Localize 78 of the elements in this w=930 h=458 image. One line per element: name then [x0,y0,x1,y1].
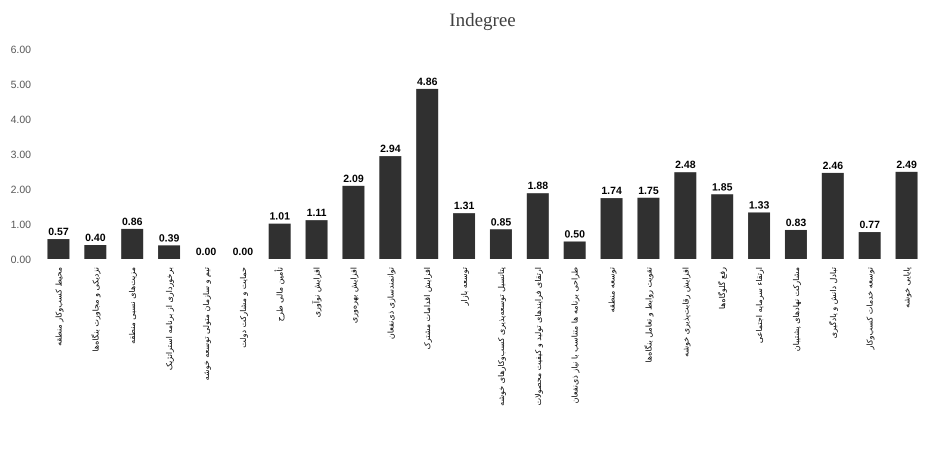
x-tick-label: تبادل دانش و یادگیری [828,267,838,338]
data-label: 0.83 [786,216,806,229]
data-label: 1.01 [269,210,290,223]
bar [453,213,476,259]
bar [526,193,549,259]
data-label: 0.50 [564,228,586,240]
y-tick-label: 6.00 [10,44,32,56]
x-tick-label: حمایت و مشارکت دولت [238,266,248,348]
y-tick-label: 3.00 [10,149,32,161]
y-tick-label: 5.00 [10,79,32,91]
data-label: 1.74 [601,185,622,198]
y-tick-label: 0.00 [10,254,32,266]
x-tick-label: رفع گلوگاه‌ها [717,266,728,310]
x-tick-label: تأمین مالی طرح [274,267,285,322]
x-tick-label: توسعه بازار [460,267,470,306]
data-label: 1.11 [306,207,327,220]
bar [822,172,844,259]
x-tick-label: افزایش اقدامات مشترک [423,267,432,350]
data-label: 0.00 [196,246,216,258]
data-label: 2.46 [822,160,844,172]
data-label: 0.40 [85,232,106,244]
bar [121,228,144,259]
bar [342,186,364,259]
data-label: 1.31 [454,200,474,212]
data-label: 2.48 [675,159,696,172]
bar [564,242,586,259]
data-label: 0.85 [490,216,512,228]
y-tick-label: 1.00 [10,219,32,231]
data-label: 2.09 [343,172,364,185]
data-label: 2.94 [380,143,401,156]
bar [47,239,70,259]
x-tick-label: مزیت‌های نسبی منطقه [128,267,138,344]
bar [379,156,402,259]
x-tick-label: محیط کسب‌وکار منطقه [54,267,64,346]
data-label: 0.86 [122,216,143,228]
x-tick-label: افزایش رقابت‌پذیری خوشه [681,267,690,357]
data-label: 0.00 [232,246,254,258]
x-tick-label: ارتقاء سرمایه اجتماعی [755,267,764,344]
data-label: 1.85 [712,181,733,194]
x-tick-label: پایایی خوشه [902,267,912,308]
bar [306,220,328,259]
bar [784,230,807,259]
data-label: 4.86 [416,76,438,88]
y-tick-label: 2.00 [10,184,32,196]
data-label: 1.75 [638,184,659,197]
x-tick-label: پتانسیل توسعه‌پذیری کسب‌وکارهای خوشه [496,267,506,406]
data-label: 0.57 [48,226,69,238]
x-tick-label: برخورداری از برنامه استراتژیک [165,267,174,370]
bar [158,245,180,259]
data-label: 0.77 [859,219,880,232]
bar [600,198,623,259]
title: Indegree [449,10,516,31]
x-tick-label: افزایش بهره‌وری [349,267,358,324]
data-label: 0.39 [158,232,180,244]
data-label: 1.88 [528,180,548,192]
x-tick-label: تیم و سازمان متولی توسعه خوشه [202,267,211,380]
bar [748,212,770,259]
x-tick-label: نزدیکی و مجاورت بنگاه‌ها [90,267,100,352]
x-tick-label: طراحی برنامه ها متناسب با نیاز ذی‌نفعان [570,267,580,404]
x-tick-label: افزایش نوآوری [312,267,322,318]
x-tick-label: توانمندسازی ذی‌نفعان [386,267,396,340]
bar [416,88,438,259]
x-tick-label: مشارکت نهادهای پشتیبان [792,267,801,352]
x-tick-label: توسعه منطقه [608,267,617,312]
data-label: 1.33 [748,199,770,212]
bar [490,229,512,259]
bar [268,224,291,259]
bar [674,172,696,259]
bar [84,245,106,259]
x-tick-label: تقویت روابط و تعامل بنگاه‌ها [643,267,654,363]
bar [637,198,660,259]
data-label: 2.49 [896,158,917,171]
bar [858,232,881,259]
y-tick-label: 4.00 [10,114,32,126]
x-tick-label: ارتقای فرایندهای تولید و کیفیت محصولات [534,267,543,406]
x-tick-label: توسعه خدمات کسب‌وکار [866,267,875,350]
bar [896,172,918,259]
bar [711,194,734,259]
